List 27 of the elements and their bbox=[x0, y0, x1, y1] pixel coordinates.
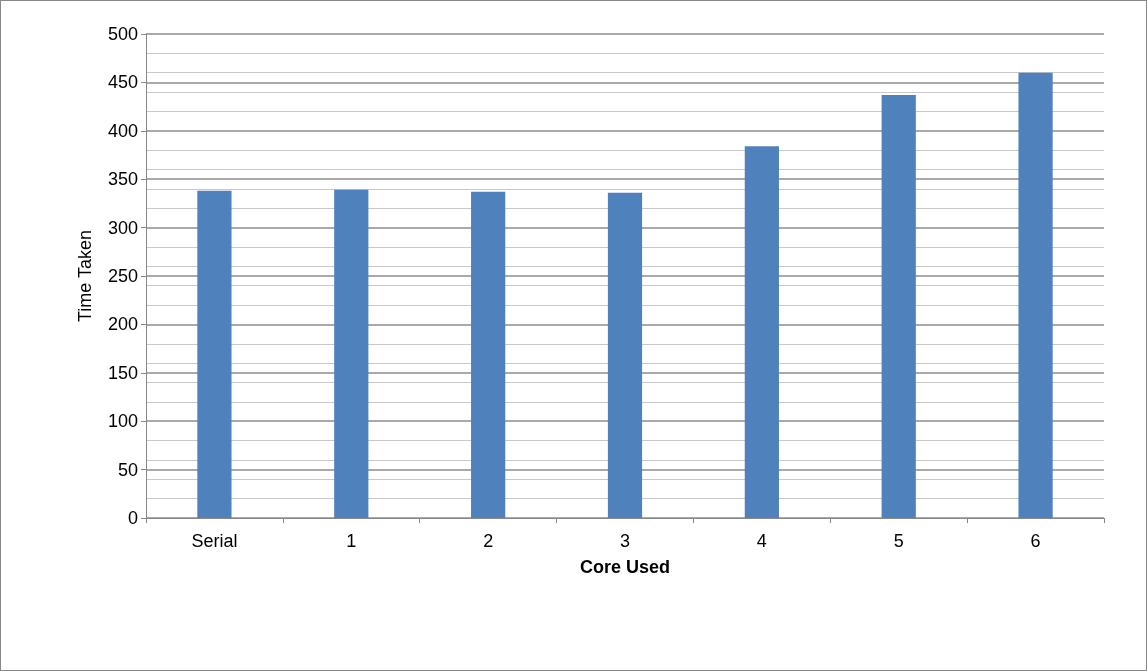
y-tick-label: 200 bbox=[107, 314, 138, 335]
y-tick-label: 300 bbox=[107, 217, 138, 238]
y-tick-label: 150 bbox=[107, 362, 138, 383]
bar bbox=[471, 191, 506, 518]
bar bbox=[744, 146, 779, 518]
x-tick-label: 6 bbox=[1030, 531, 1041, 551]
x-tick-label: 3 bbox=[619, 531, 631, 551]
bar bbox=[197, 190, 232, 518]
y-tick-label: 250 bbox=[107, 266, 138, 286]
y-tick-label: 0 bbox=[127, 508, 138, 528]
x-tick-label: 5 bbox=[893, 531, 904, 551]
y-tick-label: 500 bbox=[107, 24, 138, 44]
y-tick-label: 50 bbox=[117, 459, 138, 480]
y-tick-label: 450 bbox=[107, 72, 138, 93]
x-tick-label: 4 bbox=[756, 531, 767, 551]
bar bbox=[1018, 72, 1053, 518]
y-axis-title: Time Taken bbox=[75, 229, 95, 323]
y-tick-label: 400 bbox=[107, 120, 138, 141]
x-tick-label: Serial bbox=[191, 531, 238, 551]
bar bbox=[881, 94, 916, 518]
y-tick-label: 350 bbox=[107, 169, 138, 190]
bar bbox=[607, 192, 643, 518]
bar bbox=[334, 189, 369, 518]
x-axis-title: Core Used bbox=[579, 557, 671, 577]
y-tick-label: 100 bbox=[107, 411, 138, 432]
x-tick-label: 1 bbox=[346, 531, 357, 551]
x-tick-label: 2 bbox=[483, 531, 494, 551]
